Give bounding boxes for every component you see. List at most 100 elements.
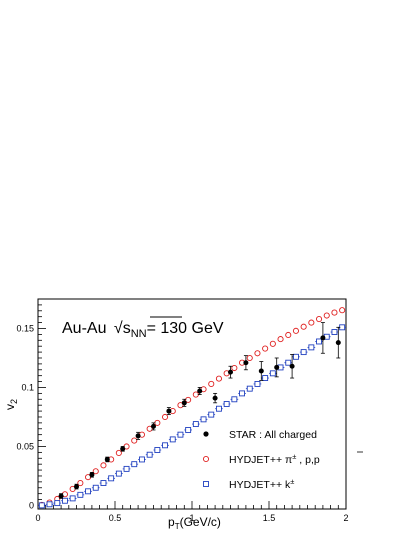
star-point <box>197 388 203 394</box>
hydjet-pion-point <box>100 462 107 469</box>
series-hydjet-kaon <box>38 324 346 509</box>
y-tick-label: 0 <box>29 500 34 510</box>
hydjet-pion-point <box>269 340 276 347</box>
x-tick-labels: 0 0.5 1 1.5 2 <box>35 513 348 523</box>
hydjet-kaon-point <box>285 359 292 366</box>
series-hydjet-pion <box>38 307 346 508</box>
legend-entry-hydjet-kaon: HYDJET++ k± <box>203 477 294 491</box>
hydjet-kaon-point <box>154 447 161 453</box>
legend-entry-star: STAR : All charged <box>203 429 317 441</box>
hydjet-pion-point <box>192 391 199 398</box>
y-tick-labels: 0 0.05 0.1 0.15 <box>16 323 34 510</box>
hydjet-pion-point <box>131 437 138 444</box>
hydjet-kaon-point <box>131 461 138 468</box>
hydjet-kaon-point <box>246 385 253 392</box>
hydjet-kaon-point <box>223 401 230 407</box>
hydjet-pion-point <box>161 413 169 421</box>
hydjet-kaon-point <box>146 451 153 458</box>
hydjet-pion-point <box>246 354 253 362</box>
hydjet-pion-point <box>177 402 184 409</box>
hydjet-kaon-point <box>115 470 122 477</box>
hydjet-pion-point <box>231 364 238 372</box>
star-point <box>320 335 326 341</box>
hydjet-kaon-point <box>69 495 76 502</box>
hydjet-kaon-point <box>54 500 61 507</box>
legend-marker-hydjet-kaon <box>203 481 209 487</box>
hydjet-pion-point <box>285 331 292 339</box>
x-tick-label: 1 <box>189 513 194 523</box>
hydjet-kaon-point <box>100 480 107 486</box>
hydjet-kaon-point <box>339 324 346 331</box>
x-axis-title: pT(GeV/c) <box>168 515 221 531</box>
hydjet-pion-point <box>92 468 99 475</box>
hydjet-pion-point <box>292 327 300 334</box>
hydjet-pion-point <box>315 316 323 323</box>
hydjet-kaon-point <box>200 416 207 423</box>
hydjet-pion-point <box>308 319 315 326</box>
x-tick-label: 0.5 <box>109 513 122 523</box>
hydjet-kaon-point <box>162 442 169 449</box>
y-tick-label: 0.15 <box>16 323 34 333</box>
hydjet-pion-point <box>185 396 192 403</box>
hydjet-pion-point <box>215 375 222 382</box>
hydjet-pion-point <box>331 309 338 316</box>
hydjet-kaon-point <box>92 484 99 491</box>
hydjet-kaon-point <box>62 497 68 504</box>
legend: STAR : All charged HYDJET++ π± , p,p HYD… <box>202 429 363 491</box>
hydjet-pion-point <box>323 312 330 319</box>
hydjet-kaon-point <box>123 465 130 472</box>
y-axis-title: v2 <box>3 399 19 410</box>
star-point <box>289 363 295 369</box>
hydjet-kaon-point <box>254 380 261 387</box>
star-point <box>274 364 280 370</box>
data-series <box>38 307 346 509</box>
hydjet-pion-point <box>115 449 122 457</box>
star-point <box>243 360 249 366</box>
hydjet-kaon-point <box>316 338 322 345</box>
legend-label-hydjet-kaon: HYDJET++ k± <box>229 477 294 491</box>
hydjet-pion-point <box>77 479 84 487</box>
hydjet-kaon-point <box>269 370 276 377</box>
star-point <box>89 472 95 478</box>
hydjet-kaon-point <box>85 488 92 495</box>
hydjet-kaon-point <box>108 475 115 482</box>
y-tick-label: 0.05 <box>16 441 34 451</box>
hydjet-pion-point <box>254 350 261 357</box>
chart-title: Au-Au √sNN= 130 GeV <box>62 320 224 340</box>
hydjet-pion-point <box>154 419 161 426</box>
legend-label-hydjet-pion: HYDJET++ π± , p,p <box>229 452 320 466</box>
hydjet-kaon-point <box>38 502 45 509</box>
hydjet-pion-point <box>262 345 269 352</box>
hydjet-kaon-point <box>185 427 192 433</box>
hydjet-kaon-point <box>169 436 176 443</box>
series-star <box>58 322 341 499</box>
hydjet-kaon-point <box>192 421 199 428</box>
y-tick-label: 0.1 <box>21 382 34 392</box>
hydjet-pion-point <box>339 307 346 314</box>
star-point <box>212 395 218 401</box>
x-tick-label: 1.5 <box>263 513 276 523</box>
star-point <box>58 493 64 499</box>
hydjet-kaon-point <box>262 375 269 381</box>
star-point <box>166 408 172 414</box>
hydjet-kaon-point <box>231 396 238 403</box>
star-point <box>120 446 126 452</box>
hydjet-kaon-point <box>293 353 299 360</box>
tick-marks <box>37 304 347 509</box>
star-point <box>135 433 141 439</box>
legend-marker-star <box>203 431 209 437</box>
legend-entry-hydjet-pion: HYDJET++ π± , p,p <box>202 451 363 466</box>
hydjet-kaon-point <box>308 344 315 351</box>
hydjet-kaon-point <box>300 349 307 356</box>
hydjet-kaon-point <box>138 456 145 463</box>
hydjet-kaon-point <box>46 501 53 508</box>
hydjet-kaon-point <box>331 329 338 335</box>
hydjet-kaon-point <box>77 491 84 498</box>
x-tick-label: 0 <box>35 513 40 523</box>
star-point <box>151 423 156 429</box>
hydjet-pion-point <box>208 380 215 387</box>
star-point <box>74 484 79 490</box>
hydjet-pion-point <box>277 336 284 343</box>
star-point <box>258 368 264 374</box>
